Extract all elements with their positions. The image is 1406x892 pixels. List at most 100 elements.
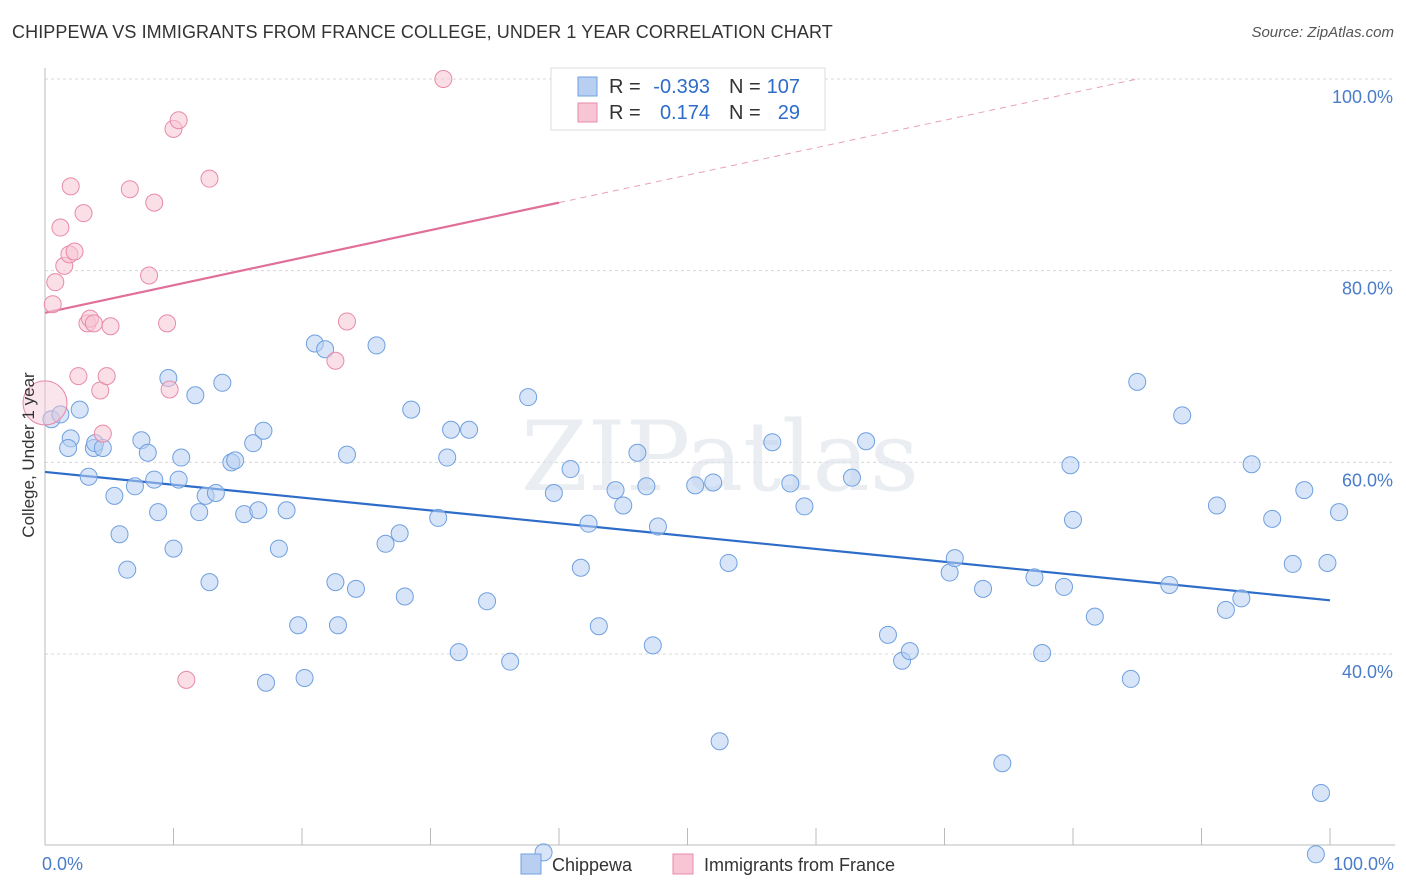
- point-france: [97, 367, 116, 386]
- point-chippewa: [138, 443, 157, 462]
- point-chippewa: [637, 477, 656, 496]
- watermark: ZIPatlas: [521, 401, 919, 513]
- point-chippewa: [571, 558, 590, 577]
- point-france: [46, 273, 65, 292]
- stats-swatch-chippewa: [577, 76, 598, 97]
- point-chippewa: [326, 573, 345, 592]
- point-chippewa: [589, 617, 608, 636]
- point-france: [434, 70, 453, 88]
- point-chippewa: [686, 476, 705, 495]
- point-chippewa: [249, 501, 268, 520]
- point-france: [326, 351, 345, 370]
- point-chippewa: [226, 451, 245, 470]
- point-chippewa: [346, 579, 365, 598]
- point-chippewa: [460, 420, 479, 439]
- trend-line-france: [44, 201, 560, 314]
- point-chippewa: [70, 400, 89, 419]
- point-chippewa: [51, 405, 70, 424]
- point-chippewa: [429, 508, 448, 527]
- point-chippewa: [1033, 644, 1052, 663]
- point-france: [337, 312, 356, 331]
- stats-r-value-chippewa: -0.393: [653, 76, 710, 98]
- point-chippewa: [164, 539, 183, 558]
- point-france: [22, 380, 68, 426]
- point-france: [51, 218, 70, 237]
- point-chippewa: [1329, 503, 1348, 522]
- stats-n-value-chippewa: 107: [767, 76, 800, 98]
- point-chippewa: [337, 445, 356, 464]
- point-chippewa: [719, 553, 738, 572]
- y-tick-label: 40.0%: [1342, 662, 1393, 682]
- point-chippewa: [544, 484, 563, 502]
- point-chippewa: [643, 636, 662, 655]
- point-chippewa: [561, 460, 580, 479]
- point-chippewa: [519, 388, 538, 407]
- point-chippewa: [1318, 553, 1337, 572]
- point-chippewa: [704, 473, 723, 492]
- point-chippewa: [277, 501, 296, 520]
- point-chippewa: [190, 503, 209, 522]
- axes: [44, 68, 1395, 846]
- stats-legend: R = -0.393 N = 107 R = 0.174 N = 29: [550, 67, 826, 131]
- point-chippewa: [402, 400, 421, 419]
- point-chippewa: [974, 579, 993, 598]
- point-chippewa: [328, 616, 347, 635]
- trend-line-chippewa: [44, 470, 1331, 602]
- point-france: [101, 317, 120, 336]
- point-chippewa: [395, 587, 414, 606]
- point-chippewa: [1121, 669, 1140, 688]
- point-chippewa: [367, 336, 386, 355]
- point-chippewa: [449, 643, 468, 662]
- x-tick-label-max: 100.0%: [1333, 854, 1394, 874]
- point-france: [120, 180, 139, 199]
- point-chippewa: [145, 470, 164, 489]
- point-france: [160, 380, 179, 399]
- stats-r-value-france: 0.174: [660, 102, 710, 124]
- point-chippewa: [763, 433, 782, 452]
- point-chippewa: [1128, 372, 1147, 391]
- y-tick-labels: 40.0% 60.0% 80.0% 100.0%: [1332, 87, 1393, 682]
- source-note: Source: ZipAtlas.com: [1251, 24, 1394, 41]
- point-chippewa: [206, 484, 225, 502]
- point-france: [200, 169, 219, 188]
- point-chippewa: [710, 732, 729, 751]
- stats-n-label-chippewa: N =: [729, 76, 761, 98]
- point-chippewa: [614, 496, 633, 515]
- point-france: [158, 314, 177, 333]
- point-chippewa: [579, 514, 598, 533]
- point-chippewa: [1283, 554, 1302, 573]
- legend-label-chippewa: Chippewa: [552, 855, 633, 875]
- y-tick-label: 80.0%: [1342, 279, 1393, 299]
- point-chippewa: [993, 754, 1012, 773]
- point-chippewa: [1216, 600, 1235, 619]
- gridlines: [45, 78, 1395, 655]
- point-chippewa: [438, 448, 457, 467]
- point-chippewa: [172, 448, 191, 467]
- point-france: [69, 367, 88, 386]
- point-chippewa: [289, 616, 308, 635]
- point-chippewa: [1232, 589, 1251, 608]
- point-chippewa: [1160, 576, 1179, 594]
- point-france: [145, 193, 164, 212]
- point-chippewa: [118, 560, 137, 579]
- point-chippewa: [1312, 783, 1331, 802]
- point-france: [84, 314, 103, 333]
- point-france: [177, 670, 196, 689]
- point-chippewa: [1061, 456, 1080, 475]
- point-chippewa: [1295, 481, 1314, 500]
- point-chippewa: [1025, 568, 1044, 587]
- stats-r-label-chippewa: R =: [609, 76, 641, 98]
- legend-label-france: Immigrants from France: [704, 855, 895, 875]
- point-france: [93, 424, 112, 443]
- point-chippewa: [79, 467, 98, 486]
- data-points: [22, 70, 1348, 864]
- point-chippewa: [1263, 509, 1282, 528]
- point-chippewa: [1242, 455, 1261, 474]
- point-chippewa: [878, 625, 897, 644]
- point-chippewa: [501, 652, 520, 671]
- point-chippewa: [945, 549, 964, 568]
- point-chippewa: [186, 386, 205, 405]
- point-chippewa: [628, 443, 647, 462]
- stats-r-label-france: R =: [609, 102, 641, 124]
- point-chippewa: [478, 592, 497, 611]
